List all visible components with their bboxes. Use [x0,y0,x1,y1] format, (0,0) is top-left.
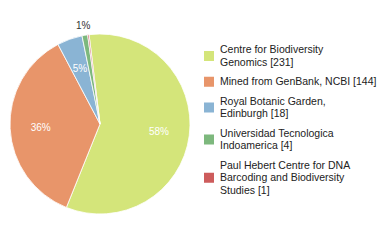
pie-slice [82,35,100,124]
data-label: 58% [149,126,169,137]
legend-label: Paul Hebert Centre for DNABarcoding and … [220,159,350,196]
data-label: 5% [73,63,88,74]
legend-label: Royal Botanic Garden,Edinburgh [18] [220,95,326,120]
background [0,0,380,240]
data-labels: 58% 36% 5% 1% [31,20,169,137]
data-label: 36% [31,122,51,133]
legend-swatch [204,51,214,61]
chart: 58% 36% 5% 1% Centre for BiodiversityGenomic… [0,0,380,240]
legend-label: Centre for BiodiversityGenomics [231] [220,43,324,68]
legend-label: Universidad TecnologicaIndoamerica [4] [220,127,334,152]
legend-swatch [204,103,214,113]
legend-swatch [204,173,214,183]
slices [10,34,190,214]
chart-container: 58% 36% 5% 1% Centre for BiodiversityGenomic… [0,0,380,240]
legend-swatch [204,135,214,145]
data-label: 1% [76,20,91,31]
pie-slice [88,35,100,124]
legend-swatch [204,77,214,87]
legend-label: Mined from GenBank, NCBI [144] [220,75,376,87]
pie-slice [10,44,100,207]
legend: Centre for BiodiversityGenomics [231] Min… [204,43,376,196]
